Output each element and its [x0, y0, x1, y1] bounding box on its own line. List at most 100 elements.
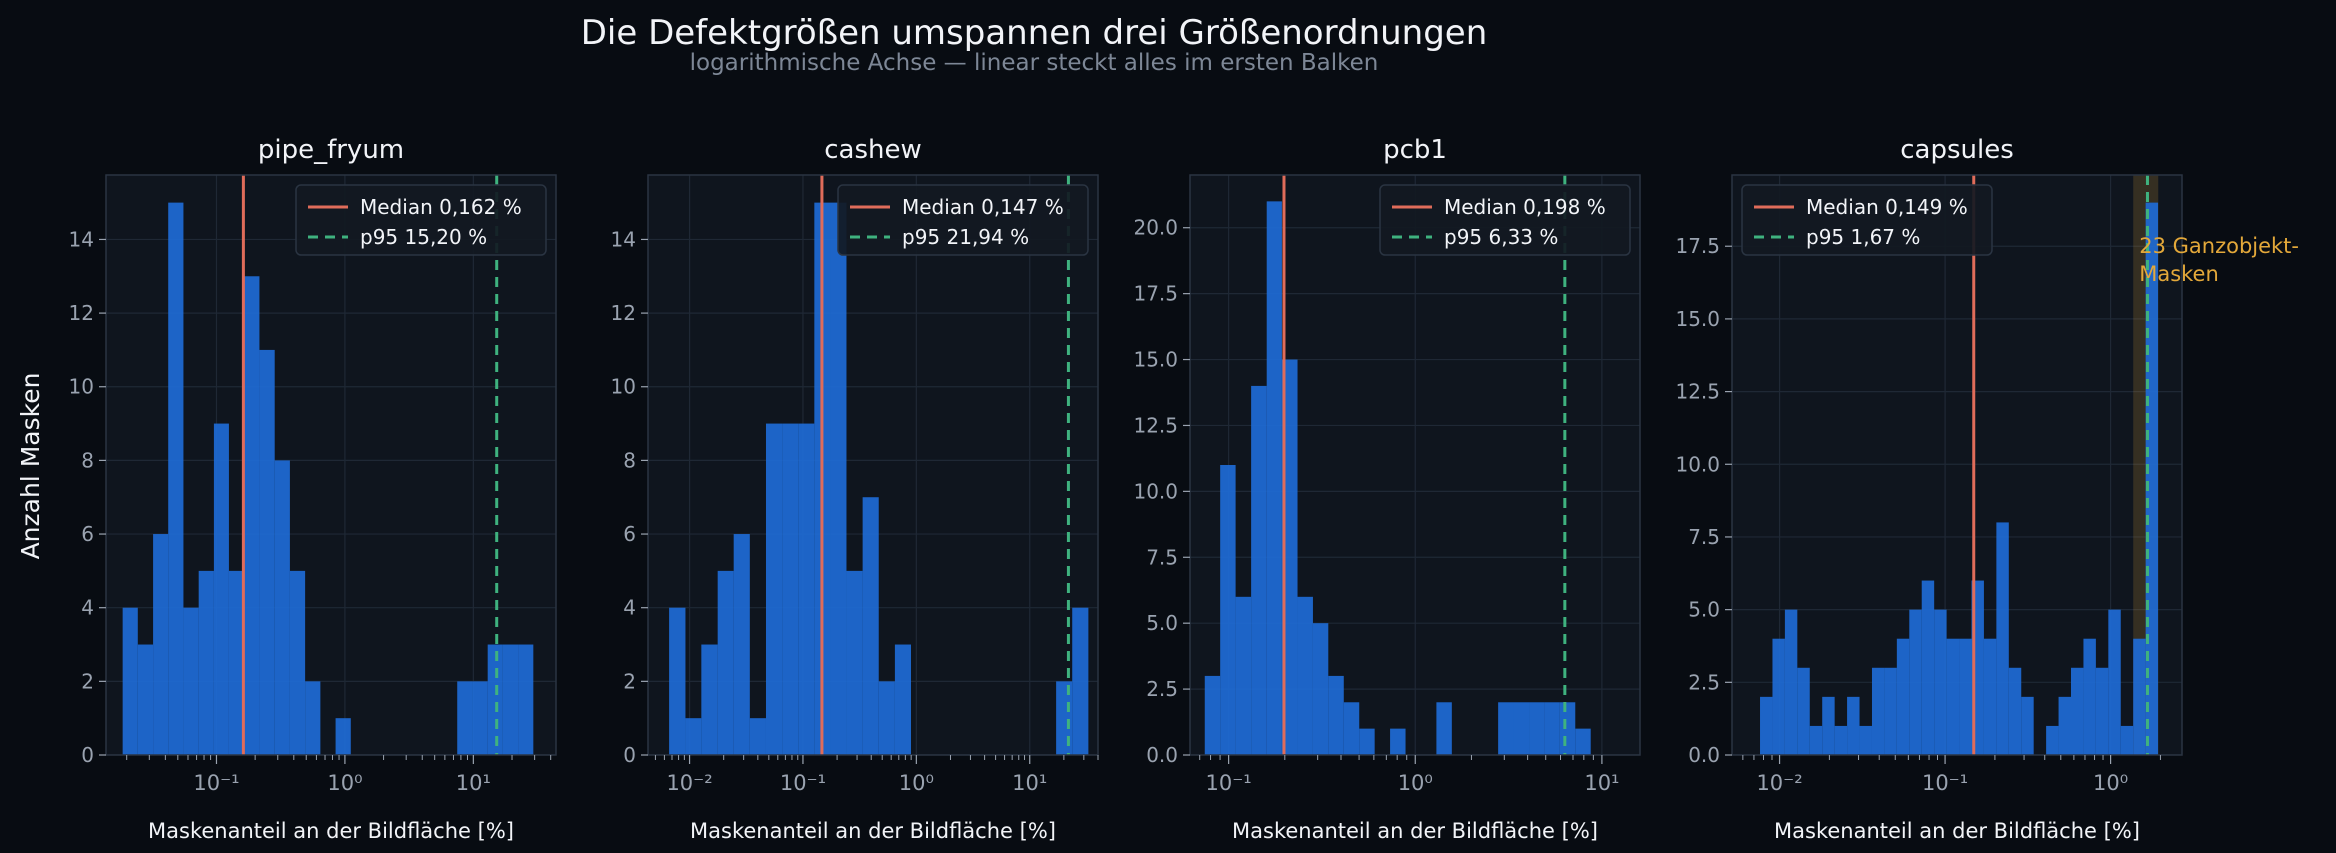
y-tick-label: 2.5: [1688, 670, 1720, 694]
histogram-bar: [1498, 702, 1514, 755]
shared-y-axis-label: Anzahl Masken: [16, 373, 45, 560]
panel-title: capsules: [1900, 135, 2014, 165]
histogram-bar: [335, 718, 351, 755]
legend-p95-label: p95 15,20 %: [360, 225, 487, 249]
histogram-bar: [1359, 728, 1375, 755]
histogram-bar: [1072, 607, 1089, 755]
histogram-bar: [518, 644, 534, 755]
y-tick-label: 10.0: [1675, 452, 1720, 476]
histogram-bar: [1896, 638, 1910, 755]
y-tick-label: 10.0: [1133, 479, 1178, 503]
y-tick-label: 2.5: [1146, 677, 1178, 701]
x-tick-label: 10¹: [1012, 771, 1047, 795]
y-tick-label: 7.5: [1688, 525, 1720, 549]
y-tick-label: 14: [69, 227, 94, 251]
x-tick-label: 10⁰: [2093, 771, 2128, 795]
legend-box: [837, 184, 1089, 256]
y-tick-label: 8: [623, 448, 636, 472]
histogram-bar: [1909, 609, 1922, 755]
histogram-bar: [472, 681, 488, 755]
histogram-bar: [1797, 667, 1810, 755]
legend-median-label: Median 0,198 %: [1444, 195, 1606, 219]
histogram-bar: [2008, 667, 2022, 755]
x-axis-label: Maskenanteil an der Bildfläche [%]: [690, 819, 1056, 843]
histogram-bar: [1575, 728, 1591, 755]
histogram-bar: [1513, 702, 1530, 755]
histogram-bar: [2021, 696, 2034, 755]
histogram-bar: [1529, 702, 1545, 755]
histogram-bar: [168, 202, 184, 755]
legend-median-label: Median 0,147 %: [902, 195, 1064, 219]
plot-frame: [1731, 174, 2183, 756]
y-tick-label: 14: [611, 227, 636, 251]
legend-median-label: Median 0,149 %: [1806, 195, 1968, 219]
histogram-bar: [1544, 702, 1560, 755]
histogram-bar: [2133, 638, 2146, 755]
histogram-bar: [1946, 638, 1960, 755]
y-tick-label: 0: [623, 743, 636, 767]
panel-pcb1: 0.0 2.5 5.0 7.5 10.0 12.5 15.0 17.5 20.0 10⁻¹ 10⁰ 1…: [1133, 135, 1641, 843]
histogram-bar: [2108, 609, 2121, 755]
histogram-panels: 0 2 4 6 8 10 12 14 10⁻¹ 10⁰ 10¹ pipe_fryum Maskenant…: [69, 135, 2299, 843]
y-tick-label: 17.5: [1675, 234, 1720, 258]
histogram-bar: [1834, 725, 1848, 755]
y-tick-label: 10: [69, 375, 94, 399]
legend-median-label: Median 0,162 %: [360, 195, 522, 219]
histogram-bar: [122, 607, 138, 755]
histogram-bar: [1220, 465, 1236, 755]
legend: Median 0,162 % p95 15,20 %: [295, 184, 547, 256]
figure-subtitle: logarithmische Achse — linear steckt all…: [690, 50, 1379, 76]
histogram-bar: [1297, 596, 1313, 755]
y-tick-label: 2: [81, 669, 94, 693]
histogram-bar: [1809, 725, 1823, 755]
histogram-bar: [1266, 201, 1282, 755]
legend: Median 0,149 % p95 1,67 %: [1741, 184, 1993, 256]
histogram-bar: [1281, 359, 1298, 755]
histogram-bar: [749, 718, 766, 755]
highlight-annotation: Masken: [2139, 262, 2219, 286]
histogram-bar: [1251, 385, 1267, 755]
legend-box: [1379, 184, 1631, 256]
histogram-bar: [228, 570, 245, 755]
legend: Median 0,147 % p95 21,94 %: [837, 184, 1089, 256]
histogram-bar: [198, 570, 214, 755]
x-tick-label: 10¹: [1584, 771, 1619, 795]
histogram-bar: [701, 644, 718, 755]
plot-content: [1204, 175, 1591, 755]
histogram-bar: [2083, 638, 2096, 755]
legend-box: [295, 184, 547, 256]
histogram-bar: [1436, 702, 1452, 755]
panel-title: pipe_fryum: [258, 135, 404, 165]
histogram-bar: [1847, 696, 1860, 755]
legend-box: [1741, 184, 1993, 256]
histogram-bar: [1859, 725, 1872, 755]
histogram-bar: [733, 534, 750, 755]
histogram-bar: [1784, 609, 1798, 755]
histogram-bar: [259, 349, 275, 755]
y-tick-label: 15.0: [1133, 348, 1178, 372]
histogram-bar: [2046, 725, 2059, 755]
y-tick-label: 12.5: [1133, 413, 1178, 437]
plot-content: [122, 175, 534, 755]
histogram-bar: [685, 718, 702, 755]
histogram-bar: [1921, 580, 1935, 755]
y-tick-label: 6: [81, 522, 94, 546]
histogram-bar: [1772, 638, 1785, 755]
y-tick-label: 10: [611, 375, 636, 399]
histogram-bar: [137, 644, 154, 755]
y-tick-label: 6: [623, 522, 636, 546]
histogram-bar: [213, 423, 229, 755]
y-tick-label: 7.5: [1146, 545, 1178, 569]
y-tick-label: 8: [81, 448, 94, 472]
panel-title: pcb1: [1383, 135, 1447, 165]
x-tick-label: 10⁻²: [1756, 771, 1802, 795]
x-tick-label: 10⁻²: [666, 771, 712, 795]
y-tick-label: 12.5: [1675, 380, 1720, 404]
histogram-bar: [1983, 638, 1997, 755]
x-axis-label: Maskenanteil an der Bildfläche [%]: [148, 819, 514, 843]
y-tick-label: 4: [623, 596, 636, 620]
histogram-bar: [2145, 202, 2159, 755]
x-axis-label: Maskenanteil an der Bildfläche [%]: [1232, 819, 1598, 843]
histogram-bar: [1204, 675, 1221, 755]
